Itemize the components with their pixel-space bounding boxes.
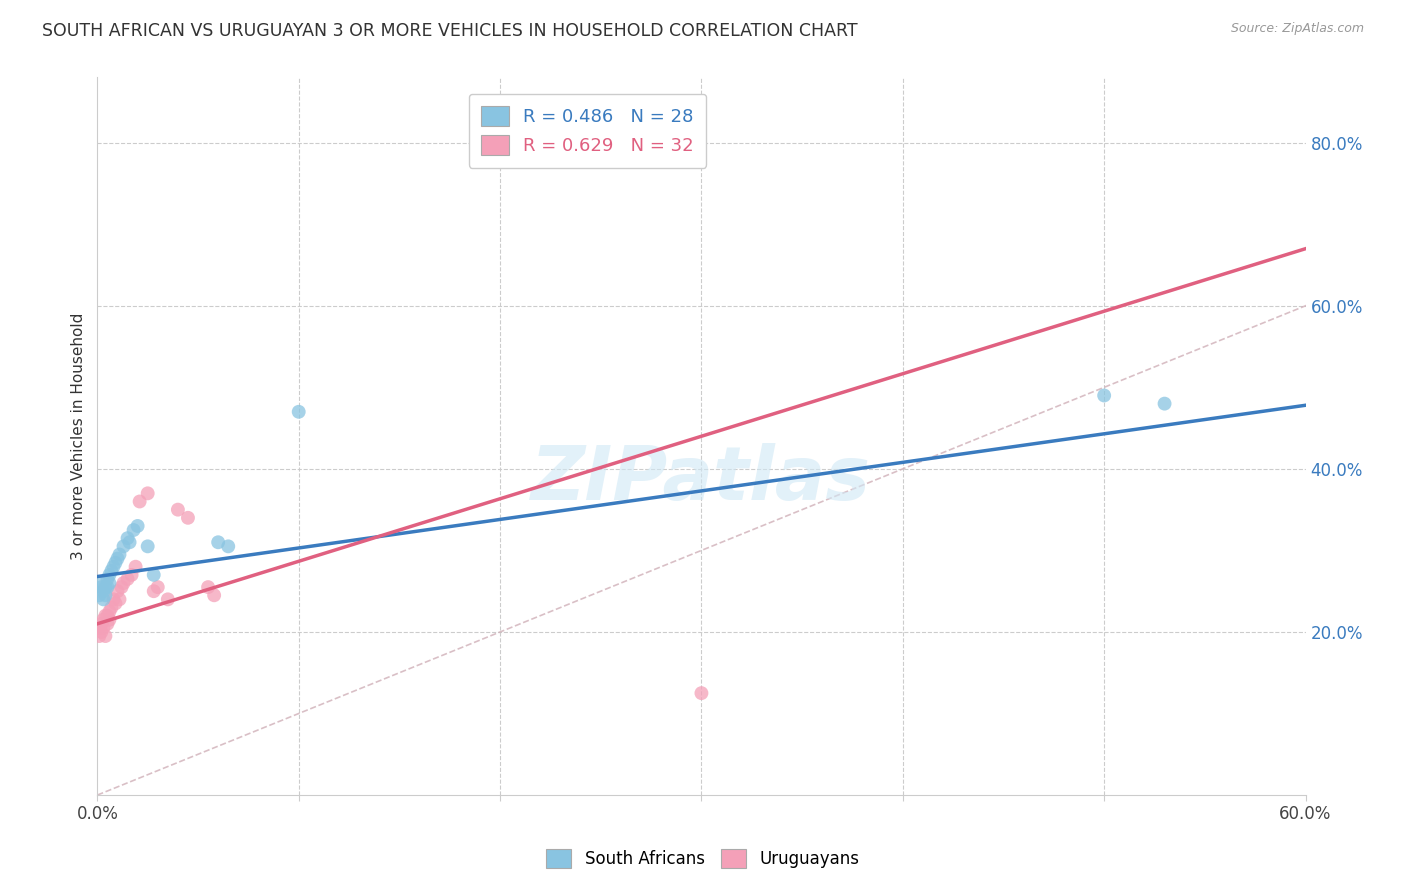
Point: [167, 502, 190, 516]
Point: [89, 588, 111, 602]
Point: [136, 539, 159, 553]
Point: [94, 608, 117, 623]
Text: Source: ZipAtlas.com: Source: ZipAtlas.com: [1230, 22, 1364, 36]
Point: [122, 523, 145, 537]
Point: [103, 592, 125, 607]
Point: [100, 564, 122, 578]
Legend: South Africans, Uruguayans: South Africans, Uruguayans: [540, 843, 866, 875]
Point: [117, 572, 139, 586]
Point: [118, 535, 141, 549]
Point: [107, 551, 129, 566]
Point: [90, 624, 112, 639]
Point: [89, 629, 111, 643]
Point: [104, 556, 127, 570]
Point: [96, 572, 118, 586]
Point: [96, 608, 118, 623]
Point: [107, 584, 129, 599]
Point: [98, 613, 121, 627]
Point: [202, 588, 225, 602]
Point: [94, 580, 117, 594]
Point: [128, 494, 150, 508]
Point: [110, 580, 132, 594]
Point: [96, 616, 118, 631]
Point: [93, 621, 115, 635]
Point: [690, 686, 713, 700]
Text: SOUTH AFRICAN VS URUGUAYAN 3 OR MORE VEHICLES IN HOUSEHOLD CORRELATION CHART: SOUTH AFRICAN VS URUGUAYAN 3 OR MORE VEH…: [42, 22, 858, 40]
Point: [136, 486, 159, 500]
Point: [90, 576, 112, 591]
Point: [90, 616, 112, 631]
Point: [112, 576, 135, 591]
Point: [98, 605, 121, 619]
Point: [93, 613, 115, 627]
Point: [94, 588, 117, 602]
Point: [146, 580, 169, 594]
Point: [1153, 397, 1175, 411]
Point: [103, 559, 125, 574]
Point: [217, 539, 239, 553]
Point: [1092, 388, 1115, 402]
Point: [100, 600, 122, 615]
Point: [89, 621, 111, 635]
Point: [94, 629, 117, 643]
Point: [142, 567, 165, 582]
Text: ZIPatlas: ZIPatlas: [531, 442, 872, 516]
Point: [124, 559, 146, 574]
Point: [93, 584, 115, 599]
Point: [142, 584, 165, 599]
Point: [177, 510, 200, 524]
Point: [98, 576, 121, 591]
Point: [90, 580, 112, 594]
Point: [96, 580, 118, 594]
Point: [287, 405, 309, 419]
Point: [108, 548, 131, 562]
Point: [98, 567, 121, 582]
Legend: R = 0.486   N = 28, R = 0.629   N = 32: R = 0.486 N = 28, R = 0.629 N = 32: [468, 94, 706, 168]
Point: [108, 592, 131, 607]
Point: [117, 531, 139, 545]
Point: [104, 596, 127, 610]
Point: [127, 519, 149, 533]
Point: [207, 535, 229, 549]
Point: [93, 592, 115, 607]
Point: [156, 592, 179, 607]
Point: [121, 567, 143, 582]
Point: [112, 539, 135, 553]
Point: [197, 580, 219, 594]
Y-axis label: 3 or more Vehicles in Household: 3 or more Vehicles in Household: [72, 312, 86, 560]
